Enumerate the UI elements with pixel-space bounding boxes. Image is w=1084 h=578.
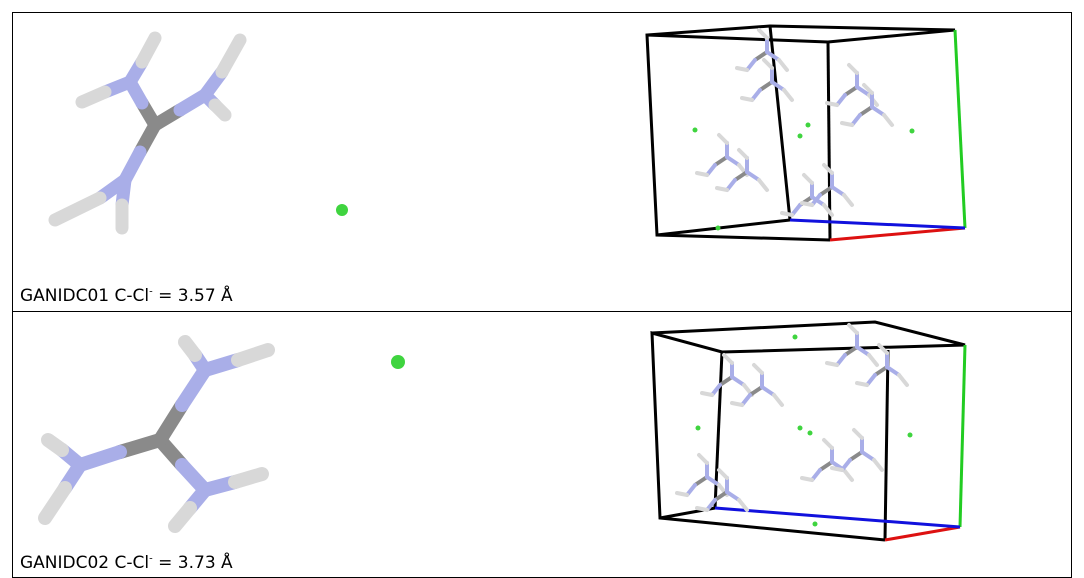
caption-distance: = 3.73 Å bbox=[158, 553, 233, 573]
caption: GANIDC02 C-Cl- = 3.73 Å bbox=[20, 553, 233, 573]
chloride-ion bbox=[336, 204, 348, 216]
caption-label: GANIDC01 C-Cl bbox=[20, 286, 149, 306]
chloride-ion bbox=[391, 355, 405, 369]
caption-charge: - bbox=[149, 553, 153, 564]
page: GANIDC01 C-Cl- = 3.57 Å GANIDC02 C-Cl- =… bbox=[0, 0, 1084, 578]
molecule bbox=[45, 342, 268, 526]
unit-cell bbox=[647, 26, 965, 240]
caption-distance: = 3.57 Å bbox=[158, 286, 233, 306]
unit-cell bbox=[652, 322, 965, 540]
molecule bbox=[55, 38, 240, 228]
caption-charge: - bbox=[149, 286, 153, 297]
caption-label: GANIDC02 C-Cl bbox=[20, 553, 149, 573]
caption: GANIDC01 C-Cl- = 3.57 Å bbox=[20, 286, 233, 306]
